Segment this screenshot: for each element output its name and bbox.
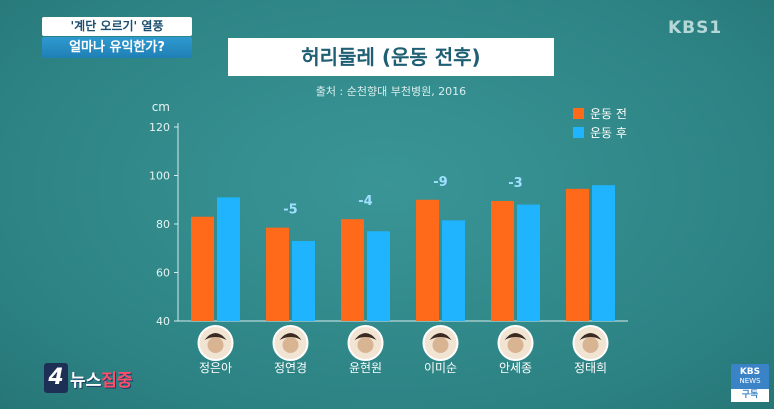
y-tick-label: 100 (149, 170, 170, 183)
avatar-face (507, 337, 524, 353)
avatar-face (582, 337, 599, 353)
bar-before (266, 227, 289, 321)
bar-after (592, 185, 615, 321)
chart-source: 출처 : 순천향대 부천병원, 2016 (315, 85, 467, 98)
program-name-accent: 집중 (101, 371, 133, 391)
y-tick-label: 120 (149, 121, 170, 134)
difference-label: -5 (283, 203, 297, 218)
bar-after (217, 197, 240, 321)
difference-label: -4 (358, 194, 372, 209)
legend-swatch (573, 108, 584, 119)
avatar-hair (354, 333, 377, 340)
chart-title: 허리둘레 (운동 전후) (301, 45, 481, 69)
broadcaster-logo: KBS1 (668, 18, 723, 38)
category-label: 이미순 (424, 361, 457, 375)
subscribe-brand: KBS (739, 367, 761, 377)
bar-before (491, 200, 514, 321)
bar-before (566, 188, 589, 321)
topic-headline: '계단 오르기' 열풍 (42, 17, 192, 36)
y-tick-label: 60 (156, 267, 170, 280)
category-label: 정은아 (199, 361, 232, 375)
bar-after (442, 220, 465, 321)
bar-after (292, 240, 315, 321)
subscribe-button[interactable]: 구독 (731, 389, 769, 402)
avatar-hair (279, 333, 302, 340)
category-label: 정태희 (574, 361, 607, 375)
category-label: 윤현원 (349, 361, 382, 375)
avatar-hair (204, 333, 227, 340)
avatar-face (207, 337, 224, 353)
chart-title-card: 허리둘레 (운동 전후) (228, 38, 554, 76)
topic-badge: '계단 오르기' 열풍 얼마나 유익한가? (42, 17, 192, 59)
avatar-face (282, 337, 299, 353)
bar-before (416, 199, 439, 321)
difference-label: -3 (508, 176, 522, 191)
category-label: 안세종 (499, 361, 532, 375)
y-axis-unit: cm (152, 100, 170, 114)
category-label: 정연경 (274, 361, 307, 375)
avatar-hair (579, 333, 602, 340)
program-name: 뉴스집중 (70, 366, 133, 391)
bar-before (191, 216, 214, 321)
avatar-face (432, 337, 449, 353)
legend-label: 운동 전 (590, 107, 627, 121)
bar-after (517, 204, 540, 321)
legend-swatch (573, 127, 584, 138)
program-name-main: 뉴스 (70, 371, 102, 391)
program-number: 4 (44, 363, 68, 393)
bar-before (341, 219, 364, 321)
topic-question: 얼마나 유익한가? (42, 37, 192, 58)
y-tick-label: 80 (156, 218, 170, 231)
avatar-hair (504, 333, 527, 340)
difference-label: -9 (433, 175, 447, 190)
subscribe-badge[interactable]: KBS NEWS 구독 (731, 364, 769, 402)
avatar-face (357, 337, 374, 353)
avatar-hair (429, 333, 452, 340)
bar-after (367, 231, 390, 321)
y-tick-label: 40 (156, 315, 170, 328)
subscribe-news: NEWS (739, 377, 761, 385)
legend-label: 운동 후 (590, 126, 627, 140)
